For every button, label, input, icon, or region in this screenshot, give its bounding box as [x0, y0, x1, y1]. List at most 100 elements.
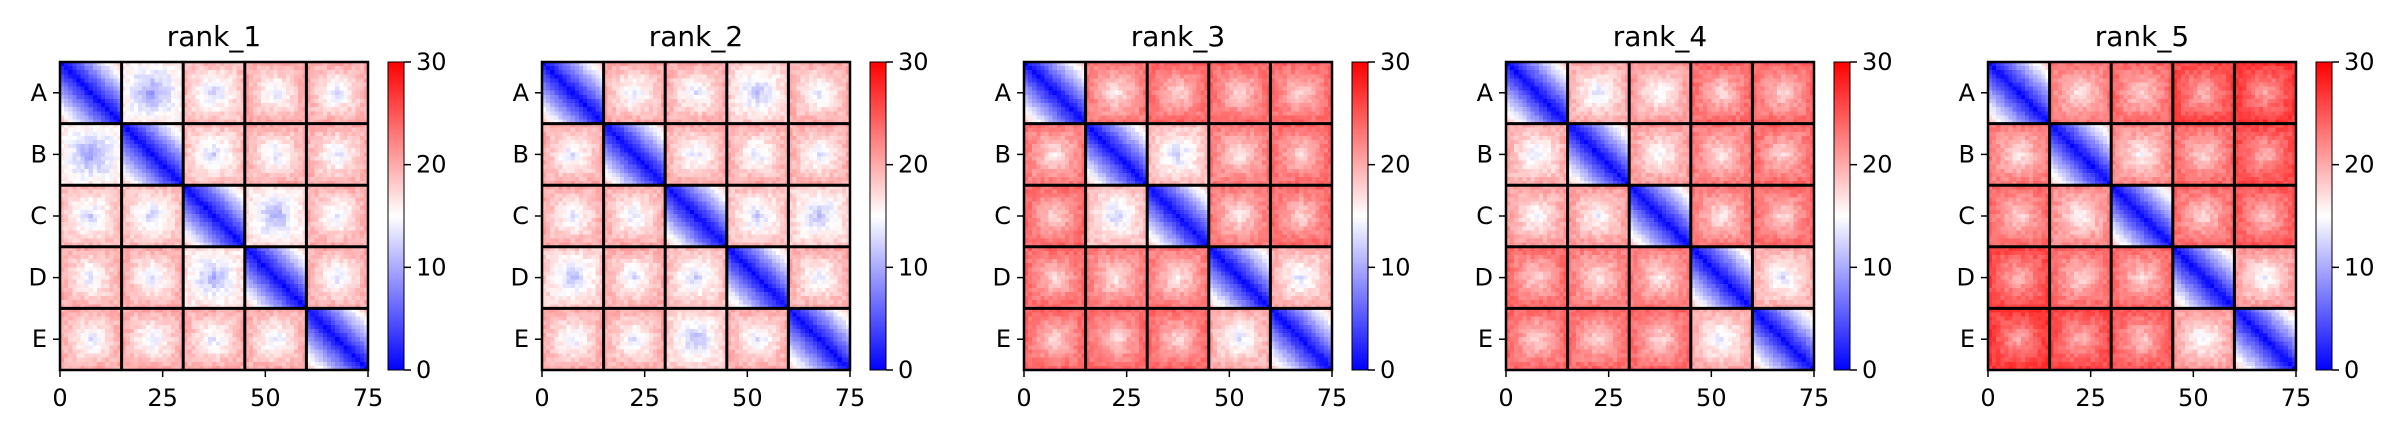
heatmap-cell [89, 206, 93, 210]
heatmap-cell [101, 87, 105, 91]
heatmap-cell [228, 292, 232, 296]
heatmap-cell [352, 271, 356, 275]
heatmap-cell [347, 78, 351, 82]
heatmap-cell [130, 74, 134, 78]
heatmap-cell [72, 259, 76, 263]
heatmap-cell [68, 83, 72, 87]
heatmap-cell [196, 222, 200, 226]
heatmap-cell [138, 259, 142, 263]
heatmap-cell [265, 288, 269, 292]
heatmap-cell [196, 226, 200, 230]
heatmap-cell [356, 132, 360, 136]
heatmap-cell [269, 251, 273, 255]
heatmap-cell [130, 284, 134, 288]
heatmap-cell [315, 95, 319, 99]
heatmap-cell [208, 267, 212, 271]
heatmap-cell [335, 148, 339, 152]
heatmap-cell [360, 206, 364, 210]
heatmap-cell [167, 317, 171, 321]
heatmap-cell [257, 206, 261, 210]
heatmap-cell [323, 226, 327, 230]
heatmap-cell [150, 271, 154, 275]
heatmap-cell [323, 99, 327, 103]
heatmap-cell [101, 325, 105, 329]
heatmap-cell [175, 226, 179, 230]
heatmap-cell [220, 210, 224, 214]
heatmap-cell [154, 234, 158, 238]
heatmap-cell [360, 70, 364, 74]
heatmap-cell [142, 193, 146, 197]
heatmap-cell [212, 267, 216, 271]
heatmap-cell [72, 177, 76, 181]
heatmap-cell [232, 230, 236, 234]
heatmap-cell [216, 329, 220, 333]
heatmap-cell [315, 325, 319, 329]
heatmap-cell [228, 202, 232, 206]
heatmap-cell [323, 169, 327, 173]
heatmap-cell [138, 296, 142, 300]
heatmap-cell [163, 103, 167, 107]
heatmap-cell [335, 140, 339, 144]
heatmap-cell [232, 206, 236, 210]
heatmap-cell [249, 78, 253, 82]
heatmap-cell [249, 99, 253, 103]
heatmap-cell [113, 144, 117, 148]
heatmap-cell [335, 218, 339, 222]
heatmap-cell [232, 148, 236, 152]
heatmap-cell [138, 206, 142, 210]
heatmap-cell [105, 128, 109, 132]
heatmap-cell [126, 300, 130, 304]
heatmap-cell [216, 210, 220, 214]
heatmap-cell [315, 140, 319, 144]
heatmap-cell [253, 99, 257, 103]
heatmap-cell [265, 263, 269, 267]
heatmap-cell [187, 255, 191, 259]
heatmap-cell [311, 66, 315, 70]
heatmap-cell [138, 74, 142, 78]
heatmap-cell [101, 198, 105, 202]
heatmap-cell [85, 234, 89, 238]
heatmap-cell [257, 202, 261, 206]
heatmap-cell [274, 218, 278, 222]
heatmap-cell [327, 107, 331, 111]
heatmap-cell [109, 234, 113, 238]
heatmap-cell [290, 115, 294, 119]
heatmap-cell [274, 66, 278, 70]
heatmap-cell [81, 136, 85, 140]
heatmap-cell [109, 321, 113, 325]
heatmap-cell [171, 234, 175, 238]
heatmap-cell [347, 111, 351, 115]
heatmap-cell [200, 313, 204, 317]
heatmap-cell [126, 193, 130, 197]
heatmap-cell [356, 280, 360, 284]
heatmap-cell [171, 263, 175, 267]
heatmap-cell [208, 87, 212, 91]
heatmap-cell [208, 276, 212, 280]
heatmap-cell [113, 115, 117, 119]
heatmap-cell [196, 148, 200, 152]
heatmap-cell [85, 169, 89, 173]
heatmap-cell [72, 173, 76, 177]
heatmap-cell [159, 111, 163, 115]
heatmap-cell [138, 91, 142, 95]
heatmap-cell [89, 78, 93, 82]
heatmap-cell [163, 214, 167, 218]
heatmap-cell [146, 292, 150, 296]
heatmap-cell [352, 251, 356, 255]
heatmap-cell [113, 189, 117, 193]
heatmap-cell [237, 144, 241, 148]
heatmap-cell [163, 148, 167, 152]
heatmap-cell [81, 251, 85, 255]
heatmap-cell [187, 132, 191, 136]
heatmap-cell [146, 218, 150, 222]
heatmap-cell [93, 165, 97, 169]
heatmap-cell [339, 132, 343, 136]
heatmap-cell [93, 230, 97, 234]
heatmap-cell [146, 78, 150, 82]
heatmap-cell [335, 300, 339, 304]
heatmap-cell [97, 333, 101, 337]
heatmap-cell [261, 292, 265, 296]
heatmap-cell [220, 300, 224, 304]
heatmap-cell [360, 177, 364, 181]
heatmap-cell [343, 313, 347, 317]
